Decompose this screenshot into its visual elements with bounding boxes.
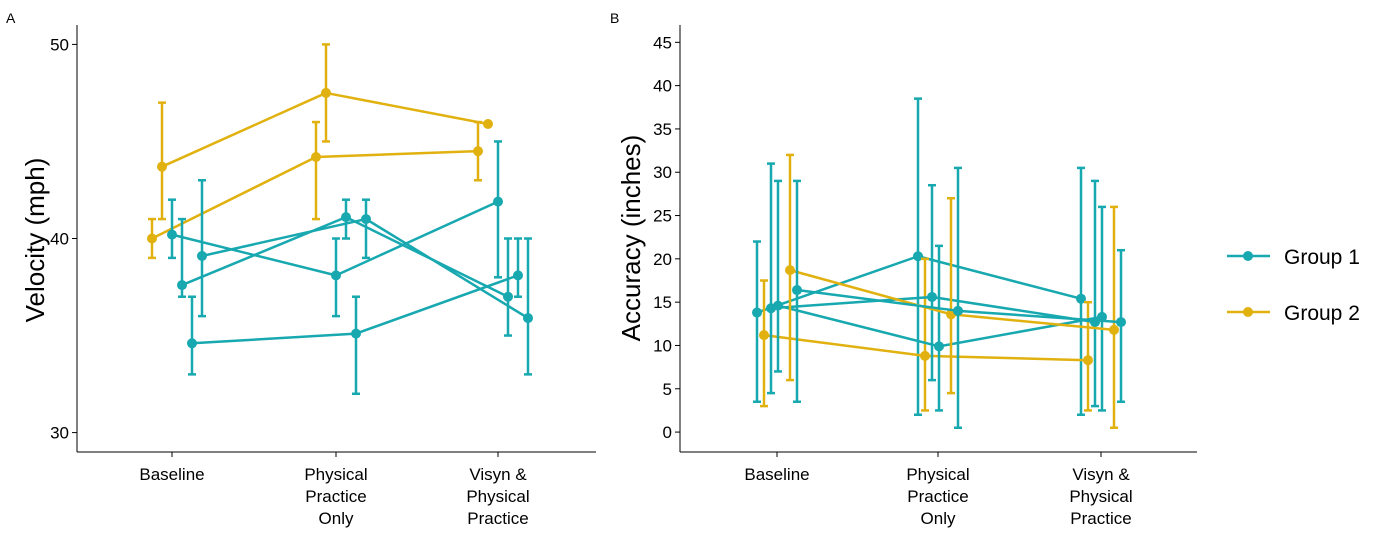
legend-swatch-dot — [1243, 251, 1253, 261]
series-1 — [147, 120, 483, 260]
data-point — [913, 251, 923, 262]
panel-b-letter: B — [610, 10, 619, 26]
x-category-label-line: Practice — [1070, 509, 1131, 528]
y-tick-label: 30 — [653, 163, 672, 182]
y-tick-label: 45 — [653, 33, 672, 52]
series-6 — [197, 179, 533, 376]
data-point — [331, 270, 341, 281]
panel-a-letter: A — [6, 10, 16, 26]
data-point — [785, 265, 795, 276]
data-point — [157, 161, 167, 172]
data-point — [321, 87, 331, 98]
legend-item-group-2: Group 2 — [1227, 302, 1360, 325]
y-tick-label: 50 — [50, 35, 69, 54]
panel-b-y-axis-title: Accuracy (inches) — [616, 135, 646, 342]
data-point — [1109, 324, 1119, 335]
legend-item-group-1: Group 1 — [1227, 246, 1360, 269]
series-1 — [752, 97, 1086, 417]
y-tick-label: 0 — [663, 423, 672, 442]
panel-a-y-axis-title: Velocity (mph) — [20, 158, 50, 323]
y-tick-label: 10 — [653, 336, 672, 355]
series-5 — [785, 153, 1119, 429]
data-point — [493, 196, 503, 207]
series-2 — [759, 257, 1093, 412]
y-tick-label: 40 — [50, 230, 69, 249]
data-point — [752, 307, 762, 318]
data-point — [351, 328, 361, 339]
series-3 — [167, 140, 503, 318]
data-point — [513, 270, 523, 281]
x-category-label-line: Visyn & — [469, 465, 527, 484]
data-point — [197, 250, 207, 261]
series-4 — [773, 179, 1107, 412]
data-point — [759, 330, 769, 341]
data-point — [187, 338, 197, 349]
legend-label-group-1: Group 1 — [1284, 246, 1360, 269]
x-category-label-line: Practice — [907, 487, 968, 506]
x-category-label-line: Physical — [906, 465, 969, 484]
x-category-label: Visyn & Physical Practice — [1069, 465, 1132, 528]
y-tick-label: 25 — [653, 207, 672, 226]
series-3 — [766, 162, 1100, 408]
y-tick-label: 15 — [653, 293, 672, 312]
data-point — [177, 280, 187, 291]
data-point — [1076, 293, 1086, 304]
y-tick-label: 5 — [663, 380, 672, 399]
legend-swatch-dot — [1243, 307, 1253, 317]
data-point — [147, 233, 157, 244]
x-category-label-line: Baseline — [744, 465, 809, 484]
y-tick-label: 40 — [653, 77, 672, 96]
data-point — [1116, 317, 1126, 328]
data-point — [311, 151, 321, 162]
legend: Group 1 Group 2 — [1227, 246, 1360, 325]
series-4 — [177, 198, 513, 337]
legend-label-group-2: Group 2 — [1284, 302, 1360, 325]
series-2 — [157, 43, 493, 221]
series-6 — [792, 166, 1126, 429]
series-5 — [187, 237, 523, 396]
x-category-label: Physical Practice Only — [906, 465, 969, 528]
x-category-label-line: Practice — [305, 487, 366, 506]
x-category-label-line: Only — [319, 509, 354, 528]
x-category-label-line: Physical — [304, 465, 367, 484]
y-tick-label: 35 — [653, 120, 672, 139]
data-point — [1083, 355, 1093, 366]
data-point — [953, 305, 963, 316]
y-tick-label: 20 — [653, 250, 672, 269]
x-category-label: Baseline — [139, 465, 204, 484]
data-point — [792, 285, 802, 296]
x-category-label-line: Physical — [1069, 487, 1132, 506]
data-point — [167, 229, 177, 240]
x-category-label-line: Only — [921, 509, 956, 528]
y-tick-label: 30 — [50, 424, 69, 443]
panel-b-accuracy-chart: B Accuracy (inches) 0 5 10 15 20 25 30 35 40 45 Ba… — [610, 10, 1197, 528]
data-point — [483, 118, 493, 129]
x-category-label-line: Baseline — [139, 465, 204, 484]
data-point — [341, 212, 351, 223]
data-point — [361, 214, 371, 225]
x-category-label-line: Visyn & — [1072, 465, 1130, 484]
x-category-label: Baseline — [744, 465, 809, 484]
data-point — [773, 300, 783, 311]
x-category-label-line: Practice — [467, 509, 528, 528]
data-point — [927, 291, 937, 302]
x-category-label: Physical Practice Only — [304, 465, 367, 528]
data-point — [523, 313, 533, 324]
data-point — [934, 341, 944, 352]
x-category-label: Visyn & Physical Practice — [466, 465, 529, 528]
data-point — [473, 146, 483, 157]
x-category-label-line: Physical — [466, 487, 529, 506]
data-point — [920, 350, 930, 361]
data-point — [503, 291, 513, 302]
